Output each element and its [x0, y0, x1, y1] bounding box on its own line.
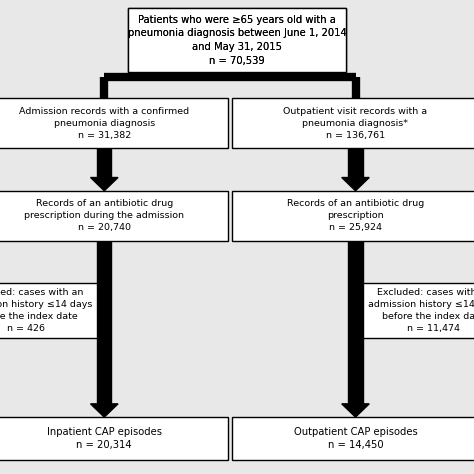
- FancyBboxPatch shape: [232, 99, 474, 148]
- FancyBboxPatch shape: [128, 8, 346, 72]
- Text: Records of an antibiotic drug
prescription
n = 25,924: Records of an antibiotic drug prescripti…: [287, 199, 424, 232]
- Bar: [97, 241, 111, 404]
- Text: Outpatient visit records with a
pneumonia diagnosis*
n = 136,761: Outpatient visit records with a pneumoni…: [283, 107, 428, 140]
- FancyBboxPatch shape: [0, 191, 228, 241]
- Bar: [348, 241, 363, 404]
- FancyBboxPatch shape: [232, 191, 474, 241]
- FancyBboxPatch shape: [232, 417, 474, 460]
- FancyBboxPatch shape: [363, 283, 474, 338]
- FancyBboxPatch shape: [0, 283, 97, 338]
- Text: Patients who were ≥65 years old with a
pneumonia diagnosis between June 1, 2014
: Patients who were ≥65 years old with a p…: [128, 15, 346, 66]
- Text: Outpatient CAP episodes
n = 14,450: Outpatient CAP episodes n = 14,450: [293, 427, 418, 450]
- Text: Excluded: cases with an
admission history ≤14 days
before the index date
n = 11,: Excluded: cases with an admission histor…: [367, 288, 474, 333]
- Text: Excluded: cases with an
admission history ≤14 days
before the index date
n = 426: Excluded: cases with an admission histor…: [0, 288, 92, 333]
- Text: Inpatient CAP episodes
n = 20,314: Inpatient CAP episodes n = 20,314: [47, 427, 162, 450]
- FancyBboxPatch shape: [128, 8, 346, 72]
- Bar: [97, 148, 111, 178]
- Bar: [348, 148, 363, 178]
- Text: Admission records with a confirmed
pneumonia diagnosis
n = 31,382: Admission records with a confirmed pneum…: [19, 107, 189, 140]
- Polygon shape: [342, 404, 369, 417]
- FancyBboxPatch shape: [0, 417, 228, 460]
- Polygon shape: [342, 178, 369, 191]
- Polygon shape: [91, 404, 118, 417]
- FancyBboxPatch shape: [0, 99, 228, 148]
- Polygon shape: [91, 178, 118, 191]
- Text: Records of an antibiotic drug
prescription during the admission
n = 20,740: Records of an antibiotic drug prescripti…: [24, 199, 184, 232]
- Text: Patients who were ≥65 years old with a
pneumonia diagnosis between June 1, 2014
: Patients who were ≥65 years old with a p…: [128, 15, 346, 66]
